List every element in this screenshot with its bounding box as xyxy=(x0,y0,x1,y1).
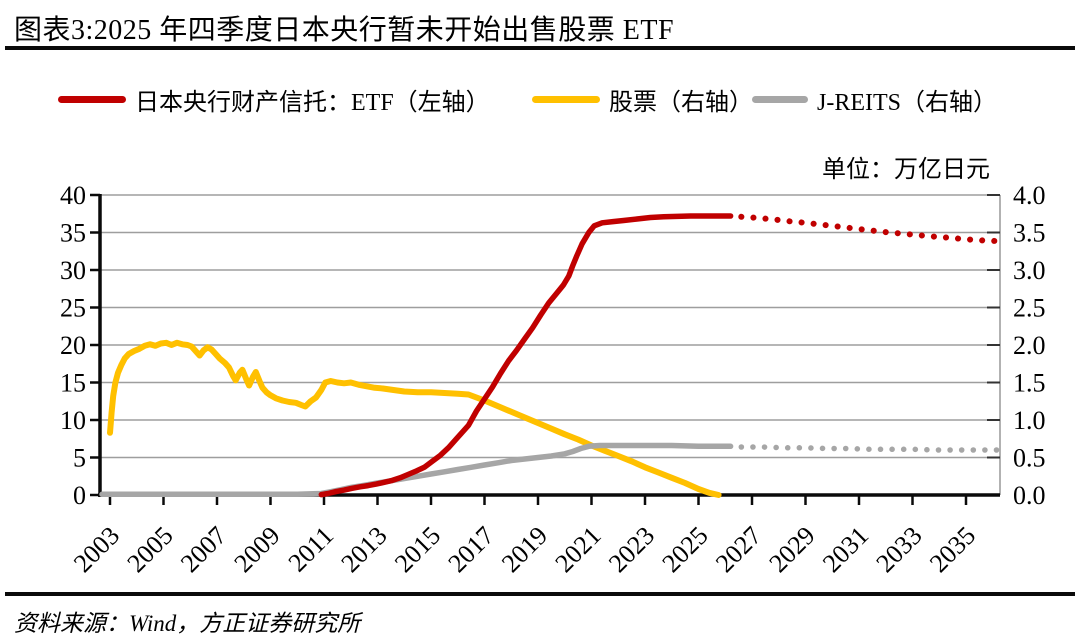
right-axis-tick-label: 3.5 xyxy=(1013,219,1046,248)
left-axis-tick-label: 15 xyxy=(60,369,86,398)
x-axis-tick-label: 2029 xyxy=(763,521,820,578)
right-axis-tick-label: 1.5 xyxy=(1013,369,1046,398)
legend-label-etf: 日本央行财产信托：ETF（左轴） xyxy=(135,89,490,116)
left-axis-tick-label: 0 xyxy=(73,481,86,510)
series-etf-dotted-line xyxy=(738,213,1002,245)
unit-label: 单位：万亿日元 xyxy=(822,157,990,183)
series-jreits-dotted-line xyxy=(738,444,1001,453)
x-axis-tick-label: 2005 xyxy=(121,521,178,578)
legend-label-stock: 股票（右轴） xyxy=(609,89,753,116)
right-axis-tick-label: 3.0 xyxy=(1013,256,1046,285)
x-axis-tick-label: 2035 xyxy=(924,521,981,578)
figure-title: 图表3:2025 年四季度日本央行暂未开始出售股票 ETF xyxy=(14,15,675,46)
stock-line-swatch-icon xyxy=(532,95,600,103)
x-axis-tick-label: 2011 xyxy=(283,521,340,578)
x-axis-tick-label: 2023 xyxy=(603,521,660,578)
right-axis-tick-label: 1.0 xyxy=(1013,406,1046,435)
right-axis-tick-label: 2.5 xyxy=(1013,294,1046,323)
x-axis-tick-label: 2019 xyxy=(496,521,553,578)
left-axis-tick-label: 35 xyxy=(60,219,86,248)
right-axis-tick-label: 2.0 xyxy=(1013,331,1046,360)
series-etf-solid-line xyxy=(318,213,734,498)
x-axis-tick-label: 2027 xyxy=(710,521,767,578)
left-axis-tick-label: 25 xyxy=(60,294,86,323)
right-axis-tick-label: 4.0 xyxy=(1013,181,1046,210)
x-axis-tick-label: 2009 xyxy=(228,521,285,578)
footer-divider-rule xyxy=(5,592,1075,596)
x-axis-tick-label: 2003 xyxy=(68,521,125,578)
x-axis-tick-label: 2031 xyxy=(817,521,874,578)
x-axis-tick-label: 2015 xyxy=(389,521,446,578)
left-axis-tick-label: 10 xyxy=(60,406,86,435)
jreits-line-swatch-icon xyxy=(752,95,808,103)
right-axis-tick-label: 0.0 xyxy=(1013,481,1046,510)
title-divider-rule xyxy=(5,46,1075,50)
etf-line-swatch-icon xyxy=(58,95,126,103)
x-axis-tick-label: 2013 xyxy=(335,521,392,578)
source-credit: 资料来源：Wind，方正证券研究所 xyxy=(14,611,361,636)
x-axis-tick-label: 2033 xyxy=(870,521,927,578)
legend-item-stock: 股票（右轴） xyxy=(532,84,753,116)
left-axis-tick-label: 20 xyxy=(60,331,86,360)
legend-item-jreits: J-REITS（右轴） xyxy=(752,84,997,116)
series-stock-solid-line xyxy=(107,339,722,498)
right-axis-tick-label: 0.5 xyxy=(1013,444,1046,473)
legend-item-etf: 日本央行财产信托：ETF（左轴） xyxy=(58,84,490,116)
x-axis-tick-label: 2021 xyxy=(549,521,606,578)
x-axis-tick-label: 2007 xyxy=(175,521,232,578)
left-axis-tick-label: 30 xyxy=(60,256,86,285)
left-axis-tick-label: 5 xyxy=(73,444,86,473)
x-axis-tick-label: 2025 xyxy=(656,521,713,578)
legend-label-jreits: J-REITS（右轴） xyxy=(817,89,997,116)
left-axis-tick-label: 40 xyxy=(60,181,86,210)
x-axis-tick-label: 2017 xyxy=(442,521,499,578)
